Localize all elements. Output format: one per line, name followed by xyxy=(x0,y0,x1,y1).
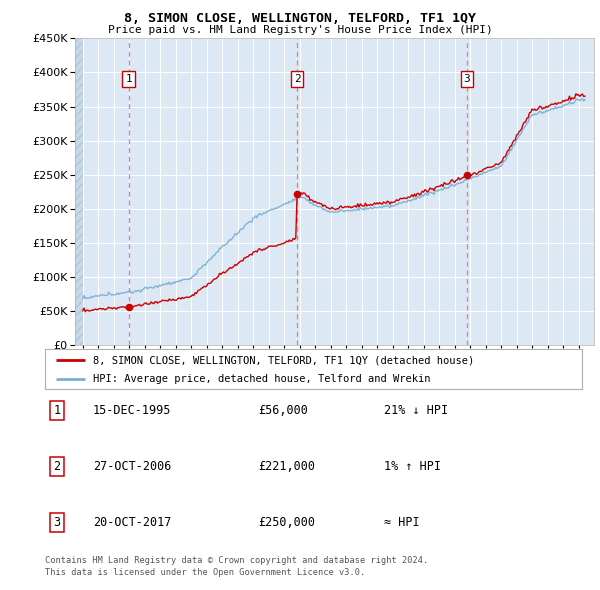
Text: Price paid vs. HM Land Registry's House Price Index (HPI): Price paid vs. HM Land Registry's House … xyxy=(107,25,493,35)
Text: 2: 2 xyxy=(293,74,301,84)
Text: HPI: Average price, detached house, Telford and Wrekin: HPI: Average price, detached house, Telf… xyxy=(94,373,431,384)
Text: 8, SIMON CLOSE, WELLINGTON, TELFORD, TF1 1QY (detached house): 8, SIMON CLOSE, WELLINGTON, TELFORD, TF1… xyxy=(94,355,475,365)
Text: 3: 3 xyxy=(53,516,61,529)
Text: 20-OCT-2017: 20-OCT-2017 xyxy=(93,516,172,529)
Text: 3: 3 xyxy=(464,74,470,84)
Text: Contains HM Land Registry data © Crown copyright and database right 2024.: Contains HM Land Registry data © Crown c… xyxy=(45,556,428,565)
Text: 8, SIMON CLOSE, WELLINGTON, TELFORD, TF1 1QY: 8, SIMON CLOSE, WELLINGTON, TELFORD, TF1… xyxy=(124,12,476,25)
Text: 21% ↓ HPI: 21% ↓ HPI xyxy=(384,404,448,417)
Text: 1% ↑ HPI: 1% ↑ HPI xyxy=(384,460,441,473)
Text: 27-OCT-2006: 27-OCT-2006 xyxy=(93,460,172,473)
Bar xyxy=(75,38,83,345)
Text: ≈ HPI: ≈ HPI xyxy=(384,516,419,529)
Text: This data is licensed under the Open Government Licence v3.0.: This data is licensed under the Open Gov… xyxy=(45,568,365,576)
Text: £56,000: £56,000 xyxy=(258,404,308,417)
Text: 2: 2 xyxy=(53,460,61,473)
Text: 1: 1 xyxy=(53,404,61,417)
Text: 15-DEC-1995: 15-DEC-1995 xyxy=(93,404,172,417)
Text: £221,000: £221,000 xyxy=(258,460,315,473)
Text: £250,000: £250,000 xyxy=(258,516,315,529)
Text: 1: 1 xyxy=(125,74,132,84)
